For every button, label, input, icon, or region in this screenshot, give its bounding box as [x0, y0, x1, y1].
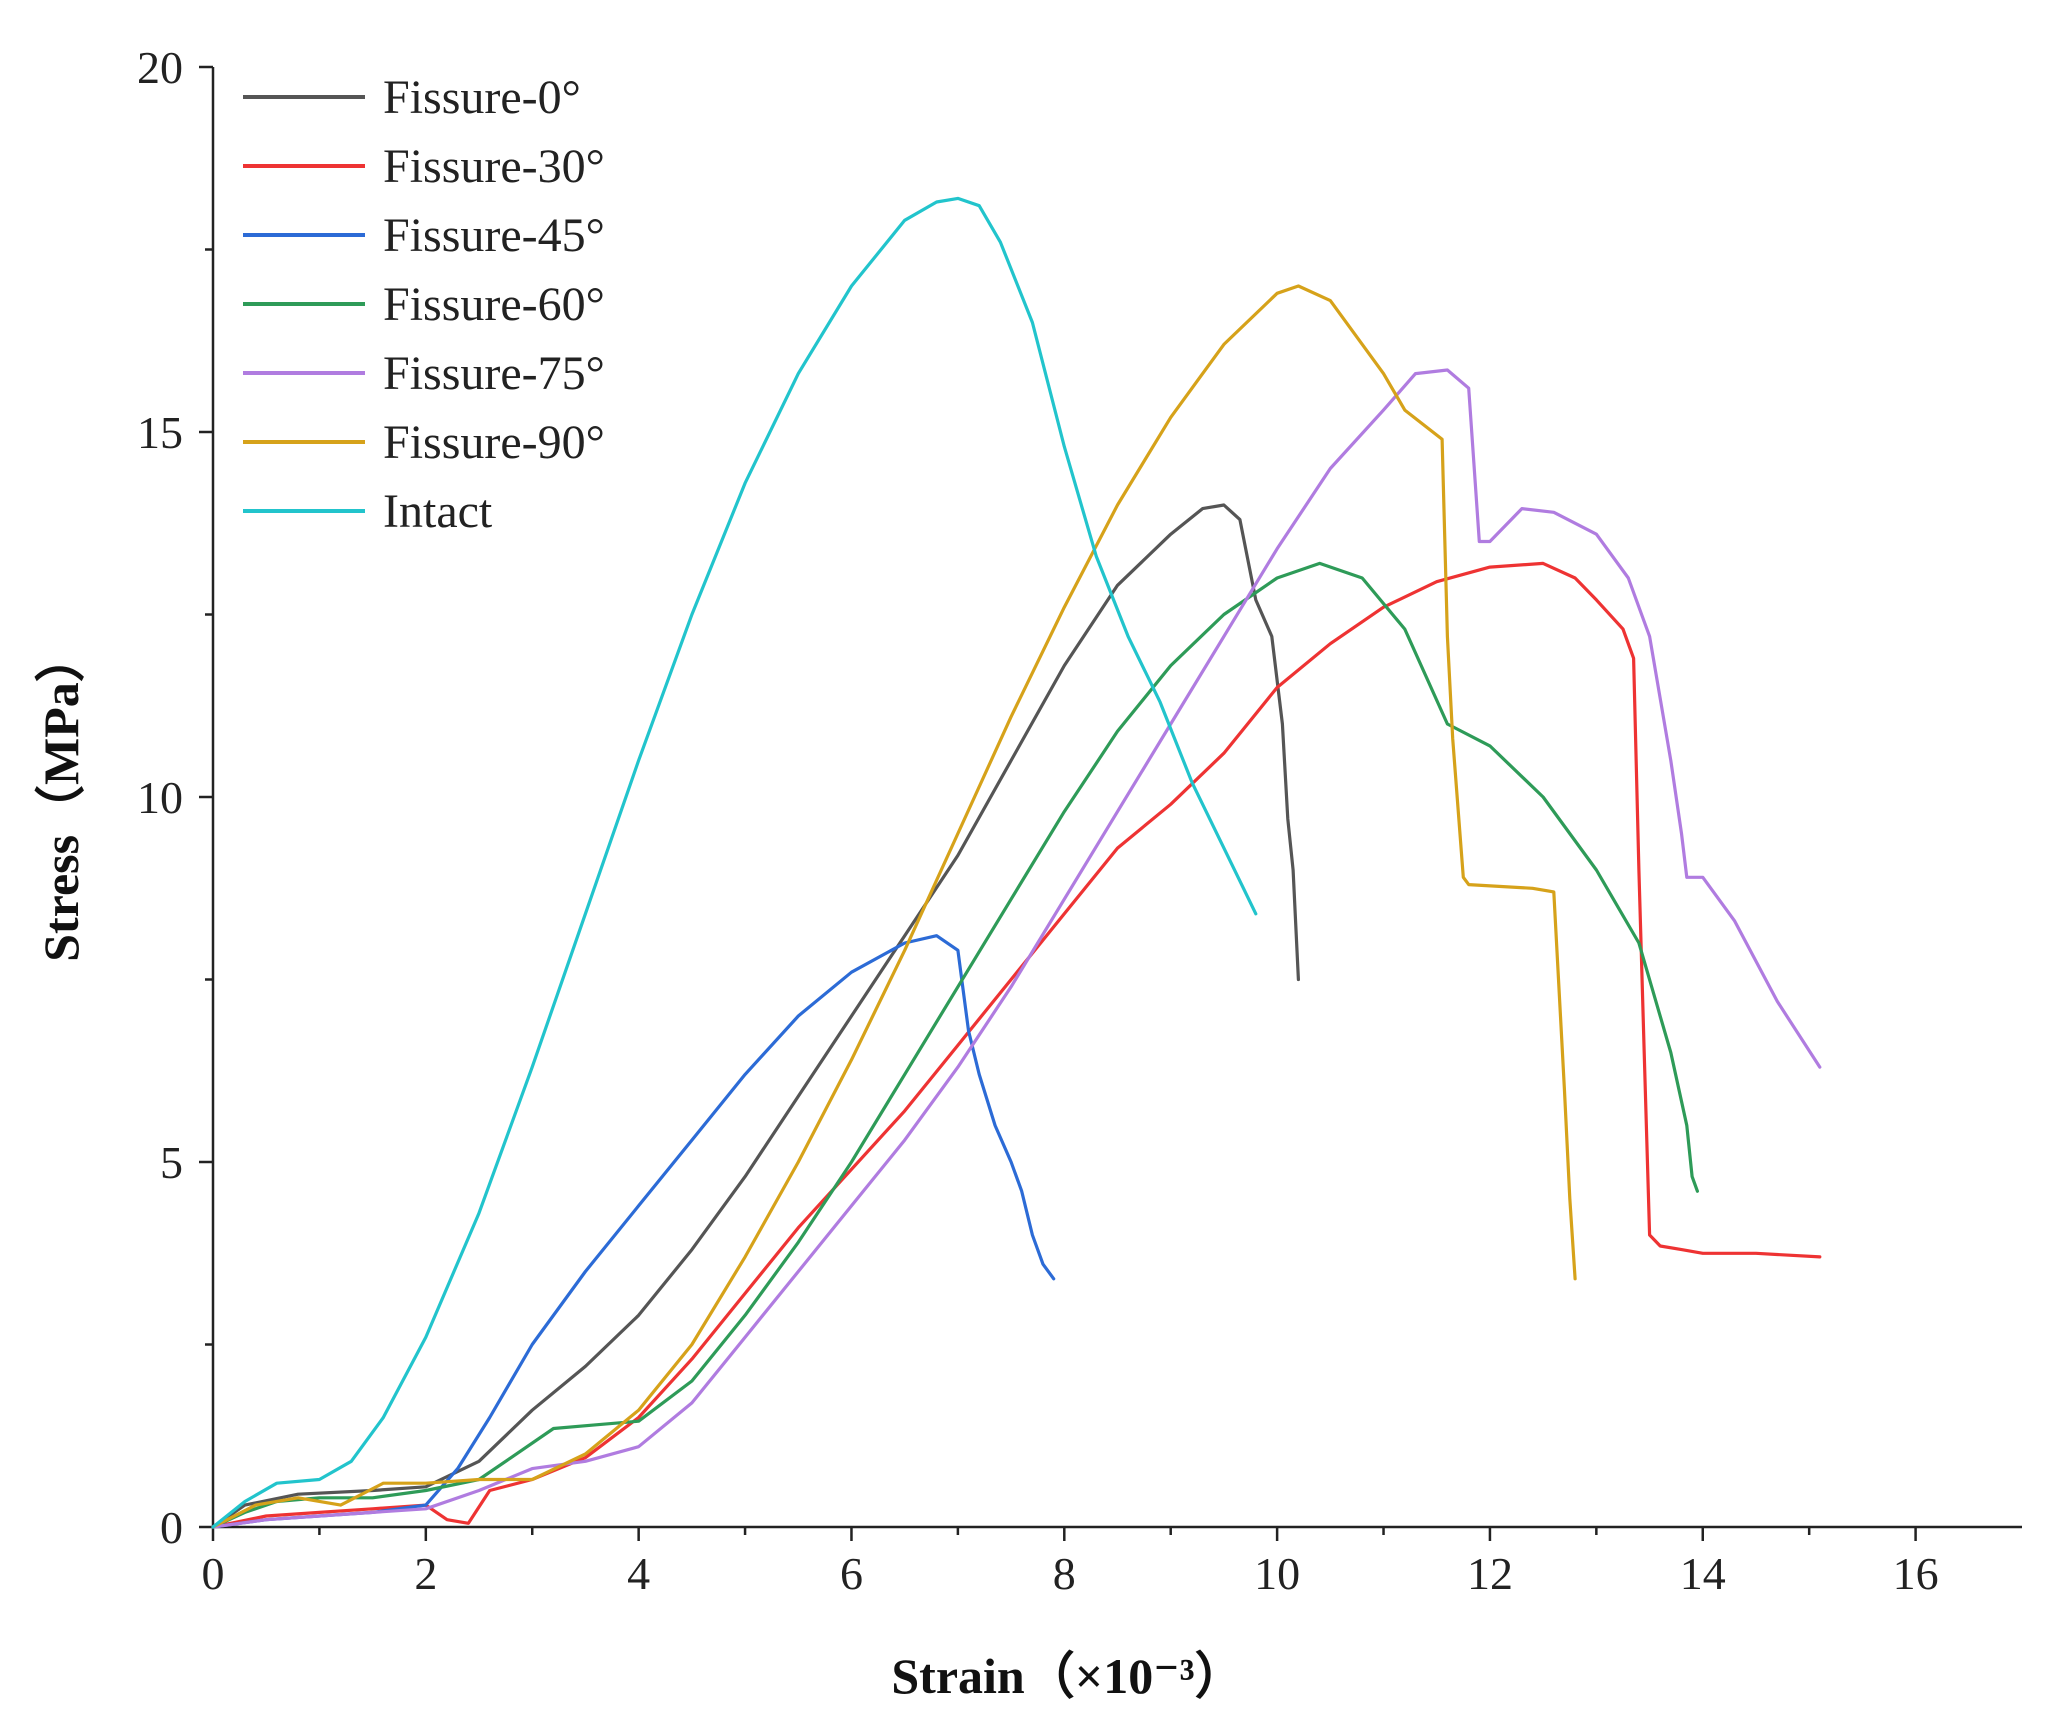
legend-label-fissure-90: Fissure-90° [383, 416, 605, 469]
legend-label-fissure-0: Fissure-0° [383, 71, 581, 124]
legend-label-fissure-60: Fissure-60° [383, 278, 605, 331]
y-tick-label-10: 10 [137, 772, 183, 823]
series-line-fissure-0 [211, 503, 1300, 1529]
y-tick-label-0: 0 [160, 1502, 183, 1553]
series-group [211, 196, 1822, 1529]
x-tick-label-8: 8 [1053, 1548, 1076, 1599]
x-tick-label-6: 6 [840, 1548, 863, 1599]
x-ticks: 0 2 4 6 8 10 12 14 16 [202, 1527, 1939, 1599]
legend-label-intact: Intact [383, 485, 493, 538]
x-tick-label-2: 2 [414, 1548, 437, 1599]
x-axis-title: Strain（×10⁻³） [891, 1648, 1244, 1704]
legend-label-fissure-45: Fissure-45° [383, 209, 605, 262]
series-line-fissure-75 [211, 368, 1822, 1529]
y-tick-label-20: 20 [137, 42, 183, 93]
legend-label-fissure-30: Fissure-30° [383, 140, 605, 193]
x-tick-label-4: 4 [627, 1548, 650, 1599]
x-tick-label-16: 16 [1893, 1548, 1939, 1599]
series-line-fissure-60 [211, 561, 1699, 1529]
x-tick-label-12: 12 [1467, 1548, 1513, 1599]
series-line-intact [211, 196, 1258, 1529]
series-line-fissure-30 [211, 561, 1822, 1529]
y-axis-title: Stress（MPa） [33, 632, 89, 962]
x-tick-label-14: 14 [1680, 1548, 1726, 1599]
y-tick-label-5: 5 [160, 1137, 183, 1188]
y-tick-label-15: 15 [137, 407, 183, 458]
x-tick-label-0: 0 [202, 1548, 225, 1599]
series-line-fissure-45 [211, 934, 1056, 1529]
series-line-fissure-90 [211, 284, 1577, 1529]
x-tick-label-10: 10 [1254, 1548, 1300, 1599]
legend-label-fissure-75: Fissure-75° [383, 347, 605, 400]
legend: Fissure-0° Fissure-30° Fissure-45° Fissure-… [243, 71, 605, 538]
y-ticks: 0 5 10 15 20 [137, 42, 213, 1553]
